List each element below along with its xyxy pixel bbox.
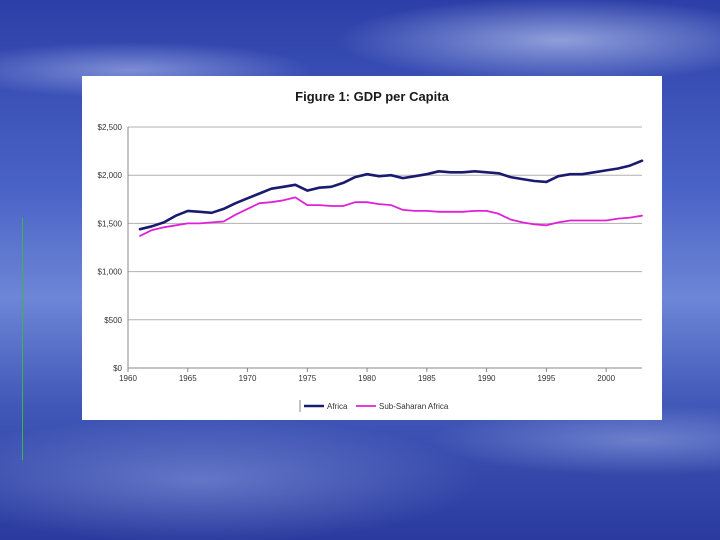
y-tick-label: $1,000	[98, 268, 123, 277]
chart-title: Figure 1: GDP per Capita	[295, 89, 449, 104]
x-tick-label: 1990	[478, 374, 496, 383]
axes: $0 $500 $1,000 $1,500 $2,000 $2,500 1960 1965 19…	[98, 123, 616, 383]
y-tick-label: $2,000	[98, 171, 123, 180]
series-line-africa	[138, 159, 644, 231]
x-tick-label: 2000	[597, 374, 615, 383]
y-tick-label: $2,500	[98, 123, 123, 132]
x-tick-label: 1970	[239, 374, 257, 383]
x-tick-label: 1965	[179, 374, 197, 383]
slide-accent-line	[22, 218, 23, 460]
series-lines	[138, 159, 644, 237]
y-tick-label: $500	[104, 316, 122, 325]
legend-label: Africa	[327, 402, 348, 411]
x-tick-label: 1975	[298, 374, 316, 383]
series-line-sub-saharan-africa	[139, 196, 643, 237]
x-tick-label: 1995	[537, 374, 555, 383]
legend: Africa Sub-Saharan Africa	[299, 400, 449, 412]
chart-panel: Figure 1: GDP per Capita $0 $500 $1,000 $1,…	[82, 76, 662, 420]
x-tick-label: 1985	[418, 374, 436, 383]
grid-lines	[128, 126, 642, 369]
y-tick-label: $1,500	[98, 219, 123, 228]
gdp-line-chart: Figure 1: GDP per Capita $0 $500 $1,000 $1,…	[98, 89, 644, 412]
y-tick-label: $0	[113, 364, 122, 373]
x-tick-label: 1960	[119, 374, 137, 383]
legend-label: Sub-Saharan Africa	[379, 402, 449, 411]
x-tick-label: 1980	[358, 374, 376, 383]
